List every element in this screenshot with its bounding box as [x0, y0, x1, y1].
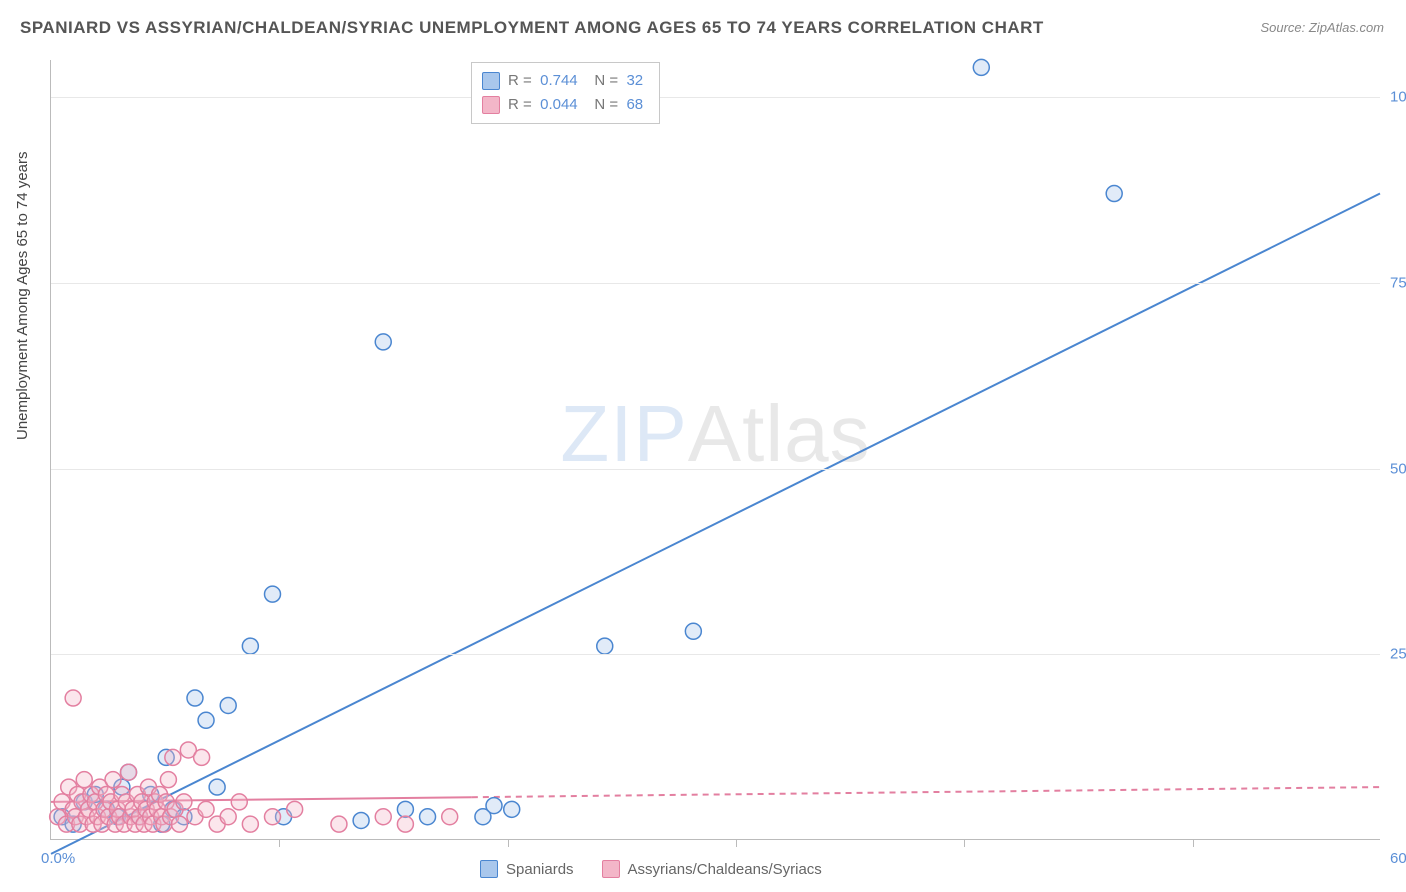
- x-axis-min-label: 0.0%: [41, 850, 75, 867]
- legend-swatch-spaniards: [480, 860, 498, 878]
- scatter-point: [504, 801, 520, 817]
- scatter-point: [265, 809, 281, 825]
- plot-area: ZIPAtlas R = 0.744 N = 32 R = 0.044 N = …: [50, 60, 1380, 840]
- stats-text-spaniards: R = 0.744 N = 32: [508, 69, 643, 93]
- chart-title: SPANIARD VS ASSYRIAN/CHALDEAN/SYRIAC UNE…: [20, 18, 1044, 38]
- gridline: [51, 654, 1380, 655]
- scatter-point: [242, 816, 258, 832]
- scatter-point: [685, 623, 701, 639]
- scatter-svg: [51, 60, 1380, 839]
- gridline: [51, 97, 1380, 98]
- legend-label-spaniards: Spaniards: [506, 861, 574, 878]
- stats-text-assyrians: R = 0.044 N = 68: [508, 93, 643, 117]
- x-tick: [736, 839, 737, 847]
- scatter-point: [198, 712, 214, 728]
- scatter-point: [105, 772, 121, 788]
- stats-row-assyrians: R = 0.044 N = 68: [482, 93, 643, 117]
- scatter-point: [65, 690, 81, 706]
- stats-swatch-spaniards: [482, 72, 500, 90]
- scatter-point: [397, 801, 413, 817]
- stats-swatch-assyrians: [482, 96, 500, 114]
- y-tick-label: 25.0%: [1390, 646, 1406, 663]
- legend-swatch-assyrians: [602, 860, 620, 878]
- scatter-point: [220, 697, 236, 713]
- y-tick-label: 50.0%: [1390, 460, 1406, 477]
- scatter-point: [176, 794, 192, 810]
- correlation-stats-box: R = 0.744 N = 32 R = 0.044 N = 68: [471, 62, 660, 124]
- scatter-point: [375, 809, 391, 825]
- scatter-point: [231, 794, 247, 810]
- scatter-point: [1106, 186, 1122, 202]
- y-axis-label: Unemployment Among Ages 65 to 74 years: [14, 151, 31, 440]
- scatter-point: [76, 772, 92, 788]
- scatter-point: [397, 816, 413, 832]
- scatter-point: [353, 812, 369, 828]
- y-tick-label: 75.0%: [1390, 274, 1406, 291]
- x-axis-max-label: 60.0%: [1390, 850, 1406, 867]
- gridline: [51, 283, 1380, 284]
- scatter-point: [287, 801, 303, 817]
- gridline: [51, 469, 1380, 470]
- scatter-point: [375, 334, 391, 350]
- scatter-point: [973, 59, 989, 75]
- legend-label-assyrians: Assyrians/Chaldeans/Syriacs: [628, 861, 822, 878]
- x-tick: [279, 839, 280, 847]
- x-tick: [964, 839, 965, 847]
- bottom-legend: Spaniards Assyrians/Chaldeans/Syriacs: [480, 860, 822, 878]
- x-tick: [508, 839, 509, 847]
- scatter-point: [121, 764, 137, 780]
- scatter-point: [209, 779, 225, 795]
- scatter-point: [265, 586, 281, 602]
- scatter-point: [160, 772, 176, 788]
- scatter-point: [442, 809, 458, 825]
- scatter-point: [331, 816, 347, 832]
- trend-line-solid: [51, 194, 1380, 854]
- trend-line-dashed: [472, 787, 1380, 797]
- stats-row-spaniards: R = 0.744 N = 32: [482, 69, 643, 93]
- scatter-point: [220, 809, 236, 825]
- y-tick-label: 100.0%: [1390, 89, 1406, 106]
- source-label: Source: ZipAtlas.com: [1260, 20, 1384, 35]
- scatter-point: [194, 749, 210, 765]
- scatter-point: [187, 690, 203, 706]
- scatter-point: [165, 749, 181, 765]
- legend-item-assyrians: Assyrians/Chaldeans/Syriacs: [602, 860, 822, 878]
- scatter-point: [486, 798, 502, 814]
- x-tick: [1193, 839, 1194, 847]
- scatter-point: [171, 816, 187, 832]
- scatter-point: [242, 638, 258, 654]
- scatter-point: [420, 809, 436, 825]
- scatter-point: [198, 801, 214, 817]
- legend-item-spaniards: Spaniards: [480, 860, 574, 878]
- scatter-point: [597, 638, 613, 654]
